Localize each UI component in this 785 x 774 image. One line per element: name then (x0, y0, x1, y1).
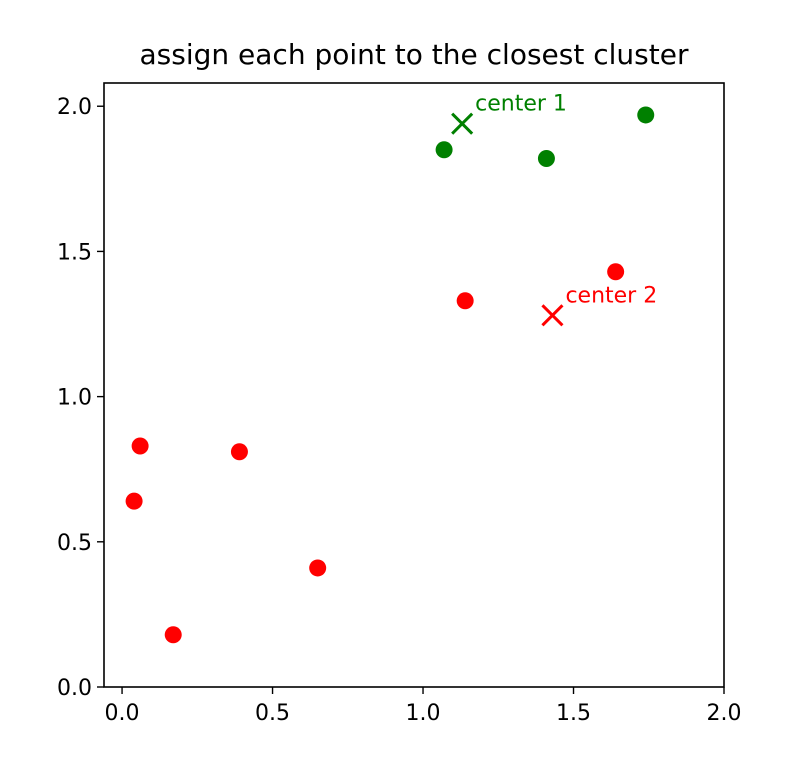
y-tick-label: 1.5 (57, 240, 92, 265)
y-tick-label: 0.5 (57, 531, 92, 556)
data-point (125, 492, 143, 510)
data-point (607, 263, 625, 281)
data-point (164, 626, 182, 644)
y-tick-label: 2.0 (57, 95, 92, 120)
plot-area: center 1 center 2 (125, 92, 657, 644)
x-tick-label: 2.0 (707, 701, 742, 726)
data-point (435, 141, 453, 159)
center-marker-stroke (541, 304, 564, 327)
data-point (537, 150, 555, 167)
y-tick-label: 1.0 (57, 386, 92, 411)
data-point (309, 559, 327, 577)
center-marker (451, 112, 474, 135)
x-tick-label: 0.0 (105, 701, 140, 726)
y-tick-label: 0.0 (57, 676, 92, 701)
data-point (131, 437, 149, 455)
center-marker-stroke (451, 112, 474, 135)
x-tick-label: 1.0 (406, 701, 441, 726)
center-label: center 1 (475, 92, 567, 117)
data-point (456, 292, 474, 310)
center-label: center 2 (565, 283, 657, 308)
center-marker (541, 304, 564, 327)
data-point (637, 106, 655, 124)
plot-frame (103, 82, 725, 688)
data-point (230, 443, 248, 461)
chart-title: assign each point to the closest cluster (140, 38, 689, 71)
x-tick-label: 1.5 (556, 701, 591, 726)
x-tick-label: 0.5 (255, 701, 290, 726)
